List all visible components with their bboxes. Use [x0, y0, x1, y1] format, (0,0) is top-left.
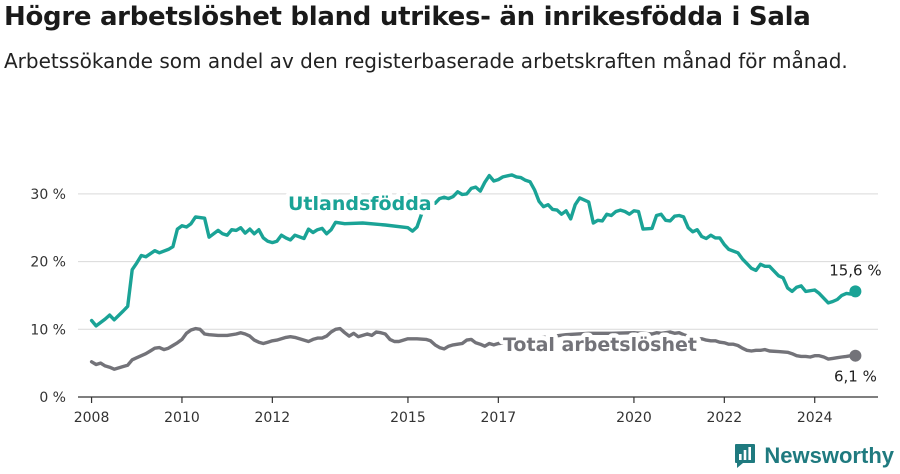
- chart-subtitle: Arbetssökande som andel av den registerb…: [4, 49, 848, 73]
- series-label-total: Total arbetslöshet: [503, 334, 697, 356]
- chart-title: Högre arbetslöshet bland utrikes- än inr…: [4, 2, 811, 32]
- y-tick-label: 0 %: [39, 390, 66, 406]
- x-tick-label: 2010: [164, 410, 200, 426]
- newsworthy-brand[interactable]: Newsworthy: [734, 443, 894, 469]
- y-tick-label: 10 %: [30, 322, 66, 338]
- x-tick-label: 2020: [616, 410, 652, 426]
- x-tick-label: 2015: [390, 410, 426, 426]
- end-value-label-total: 6,1 %: [834, 368, 877, 386]
- series-label-utlandsfodda: Utlandsfödda: [288, 193, 432, 215]
- gridlines: [78, 193, 878, 330]
- series-line-total-arbetsloshet: [89, 326, 858, 371]
- series-label-utlandsfodda-halo: Utlandsfödda: [288, 193, 432, 215]
- newsworthy-chart-icon: [735, 444, 756, 468]
- series-end-point-total-arbetsloshet: [849, 349, 862, 362]
- x-tick-label: 2012: [255, 410, 291, 426]
- x-tick-label: 2008: [74, 410, 110, 426]
- series-label-total-halo: Total arbetslöshet: [503, 334, 697, 356]
- axes: 0 % 10 % 20 % 30 % 2008 2010 2012 2015 2017 2020 2…: [30, 187, 878, 426]
- series-lines: [89, 173, 862, 371]
- series-line-utlandsfodda: [89, 173, 858, 328]
- x-tick-label: 2022: [707, 410, 743, 426]
- end-value-label-utlandsfodda: 15,6 %: [829, 261, 881, 279]
- y-tick-label: 30 %: [30, 187, 66, 203]
- x-tick-label: 2017: [481, 410, 517, 426]
- series-end-point-utlandsfodda: [849, 285, 862, 298]
- x-tick-label: 2024: [797, 410, 833, 426]
- newsworthy-brand-name: Newsworthy: [764, 443, 894, 468]
- y-tick-label: 20 %: [30, 255, 66, 271]
